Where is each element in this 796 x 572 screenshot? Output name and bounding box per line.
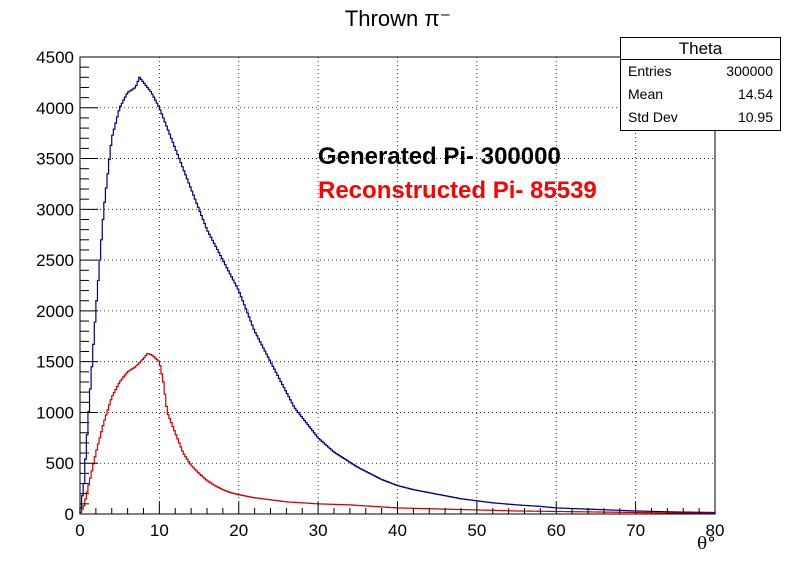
y-tick-label: 4000 xyxy=(36,99,74,118)
x-tick-label: 10 xyxy=(150,521,169,540)
reconstructed-annotation: Reconstructed Pi- 85539 xyxy=(318,177,597,204)
y-tick-label: 0 xyxy=(65,505,74,524)
stats-value: 300000 xyxy=(726,63,773,79)
generated-annotation: Generated Pi- 300000 xyxy=(318,143,561,170)
stats-row-entries: Entries 300000 xyxy=(621,60,780,83)
chart-title: Thrown π⁻ xyxy=(344,6,452,31)
tick-labels: 0 10 20 30 40 50 60 70 80 0 500 1000 1500 2000 2500 300… xyxy=(36,48,724,540)
grid-lines xyxy=(80,57,715,514)
x-tick-label: 0 xyxy=(75,521,84,540)
y-tick-label: 500 xyxy=(46,454,74,473)
axis-ticks xyxy=(79,56,716,515)
stats-label: Entries xyxy=(628,63,672,79)
stats-row-stddev: Std Dev 10.95 xyxy=(621,106,780,129)
stats-value: 10.95 xyxy=(737,109,773,125)
stats-row-mean: Mean 14.54 xyxy=(621,83,780,106)
x-tick-label: 20 xyxy=(229,521,248,540)
x-tick-label: 50 xyxy=(467,521,486,540)
stats-value: 14.54 xyxy=(737,86,773,102)
x-tick-label: 70 xyxy=(626,521,645,540)
y-tick-label: 2000 xyxy=(36,302,74,321)
y-tick-label: 1500 xyxy=(36,353,74,372)
x-tick-label: 60 xyxy=(547,521,566,540)
x-tick-label: 40 xyxy=(388,521,407,540)
stats-box: Theta Entries 300000 Mean 14.54 Std Dev … xyxy=(620,37,781,131)
y-tick-label: 1000 xyxy=(36,403,74,422)
stats-label: Std Dev xyxy=(628,109,678,125)
y-tick-label: 2500 xyxy=(36,251,74,270)
y-tick-label: 4500 xyxy=(36,48,74,67)
series-generated-line xyxy=(79,76,716,514)
stats-title: Theta xyxy=(621,38,780,60)
x-tick-label: 80 xyxy=(706,521,725,540)
y-tick-label: 3000 xyxy=(36,200,74,219)
x-tick-label: 30 xyxy=(309,521,328,540)
y-tick-label: 3500 xyxy=(36,150,74,169)
x-axis-label: θ° xyxy=(697,534,716,554)
stats-label: Mean xyxy=(628,86,664,102)
